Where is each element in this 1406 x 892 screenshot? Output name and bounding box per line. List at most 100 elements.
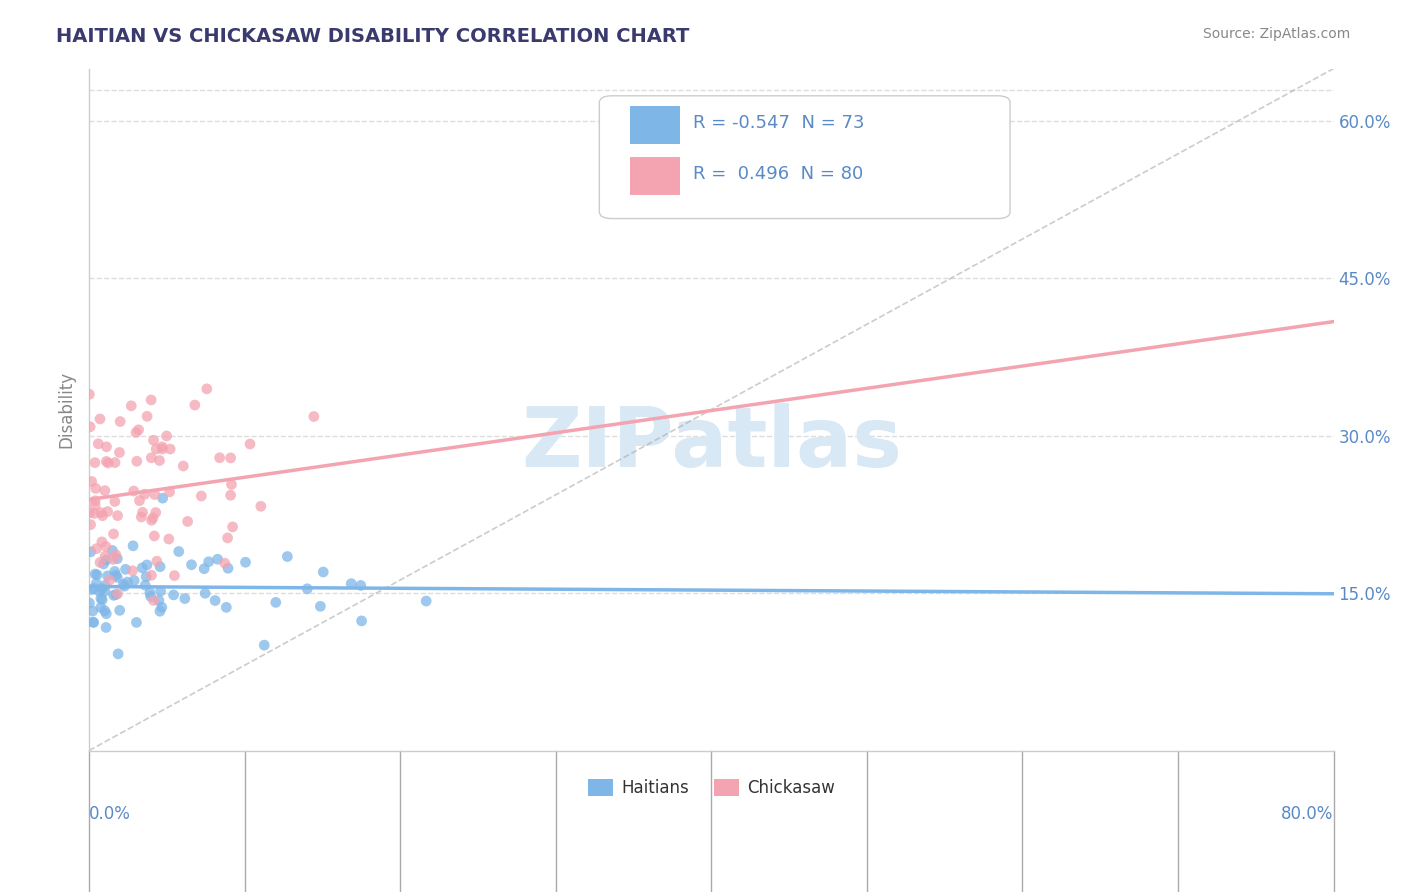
Point — [350, 614, 373, 628]
Point — [159, 442, 181, 456]
Point — [98, 573, 121, 587]
Point — [176, 515, 198, 529]
Point — [97, 504, 120, 518]
Point — [104, 548, 127, 562]
Point — [108, 415, 131, 429]
Point — [136, 409, 159, 424]
Point — [107, 647, 129, 661]
Point — [180, 558, 202, 572]
Point — [312, 565, 335, 579]
Point — [139, 590, 162, 604]
Point — [94, 578, 117, 592]
Point — [108, 603, 131, 617]
Point — [104, 568, 127, 582]
Point — [148, 593, 170, 607]
Point — [131, 510, 153, 524]
Point — [107, 587, 129, 601]
Point — [167, 544, 190, 558]
Point — [148, 453, 170, 467]
Point — [96, 607, 118, 621]
Point — [141, 513, 163, 527]
Point — [136, 558, 159, 572]
Point — [152, 491, 174, 505]
Point — [96, 454, 118, 468]
Point — [302, 409, 325, 424]
Point — [90, 600, 112, 615]
Point — [157, 532, 180, 546]
Point — [80, 582, 103, 597]
Point — [143, 529, 166, 543]
Point — [163, 568, 186, 582]
Point — [122, 574, 145, 588]
Point — [145, 506, 167, 520]
Point — [122, 539, 145, 553]
Point — [264, 595, 287, 609]
Point — [184, 398, 207, 412]
Point — [105, 570, 128, 584]
Point — [94, 549, 117, 564]
Point — [150, 440, 173, 454]
Point — [250, 500, 273, 514]
Point — [128, 423, 150, 437]
Point — [96, 440, 118, 454]
Point — [297, 582, 319, 596]
Point — [83, 582, 105, 596]
Point — [142, 434, 165, 448]
Point — [86, 541, 108, 556]
Point — [96, 553, 118, 567]
Point — [97, 569, 120, 583]
Point — [89, 412, 111, 426]
Point — [79, 387, 101, 401]
Point — [104, 588, 127, 602]
Point — [82, 615, 104, 629]
Point — [91, 582, 114, 596]
Point — [142, 593, 165, 607]
Point — [108, 445, 131, 459]
Point — [193, 562, 215, 576]
Point — [204, 593, 226, 607]
Point — [91, 592, 114, 607]
Point — [91, 508, 114, 523]
Point — [162, 588, 184, 602]
Point — [114, 562, 136, 576]
Point — [125, 425, 148, 440]
Point — [94, 620, 117, 634]
Point — [150, 600, 173, 615]
Point — [101, 552, 124, 566]
Point — [93, 557, 115, 571]
Point — [107, 508, 129, 523]
Point — [173, 591, 195, 606]
FancyBboxPatch shape — [630, 106, 681, 144]
Point — [207, 552, 229, 566]
Point — [143, 487, 166, 501]
Point — [79, 517, 101, 532]
Point — [104, 494, 127, 508]
Point — [149, 604, 172, 618]
FancyBboxPatch shape — [599, 95, 1010, 219]
Point — [82, 604, 104, 618]
Point — [146, 554, 169, 568]
Point — [84, 567, 107, 582]
Point — [190, 489, 212, 503]
Point — [83, 507, 105, 521]
Point — [142, 510, 165, 524]
Point — [84, 482, 107, 496]
Point — [172, 458, 194, 473]
Point — [131, 561, 153, 575]
Point — [84, 456, 107, 470]
Point — [90, 506, 112, 520]
Point — [94, 483, 117, 498]
Point — [135, 569, 157, 583]
Text: Source: ZipAtlas.com: Source: ZipAtlas.com — [1202, 27, 1350, 41]
Text: ZIPatlas: ZIPatlas — [520, 403, 901, 484]
Point — [97, 456, 120, 470]
Point — [141, 450, 163, 465]
Point — [125, 454, 148, 468]
Point — [253, 638, 276, 652]
Legend: Haitians, Chickasaw: Haitians, Chickasaw — [581, 772, 842, 804]
Point — [221, 520, 243, 534]
Point — [121, 564, 143, 578]
Point — [155, 429, 177, 443]
Point — [86, 567, 108, 582]
Point — [131, 505, 153, 519]
